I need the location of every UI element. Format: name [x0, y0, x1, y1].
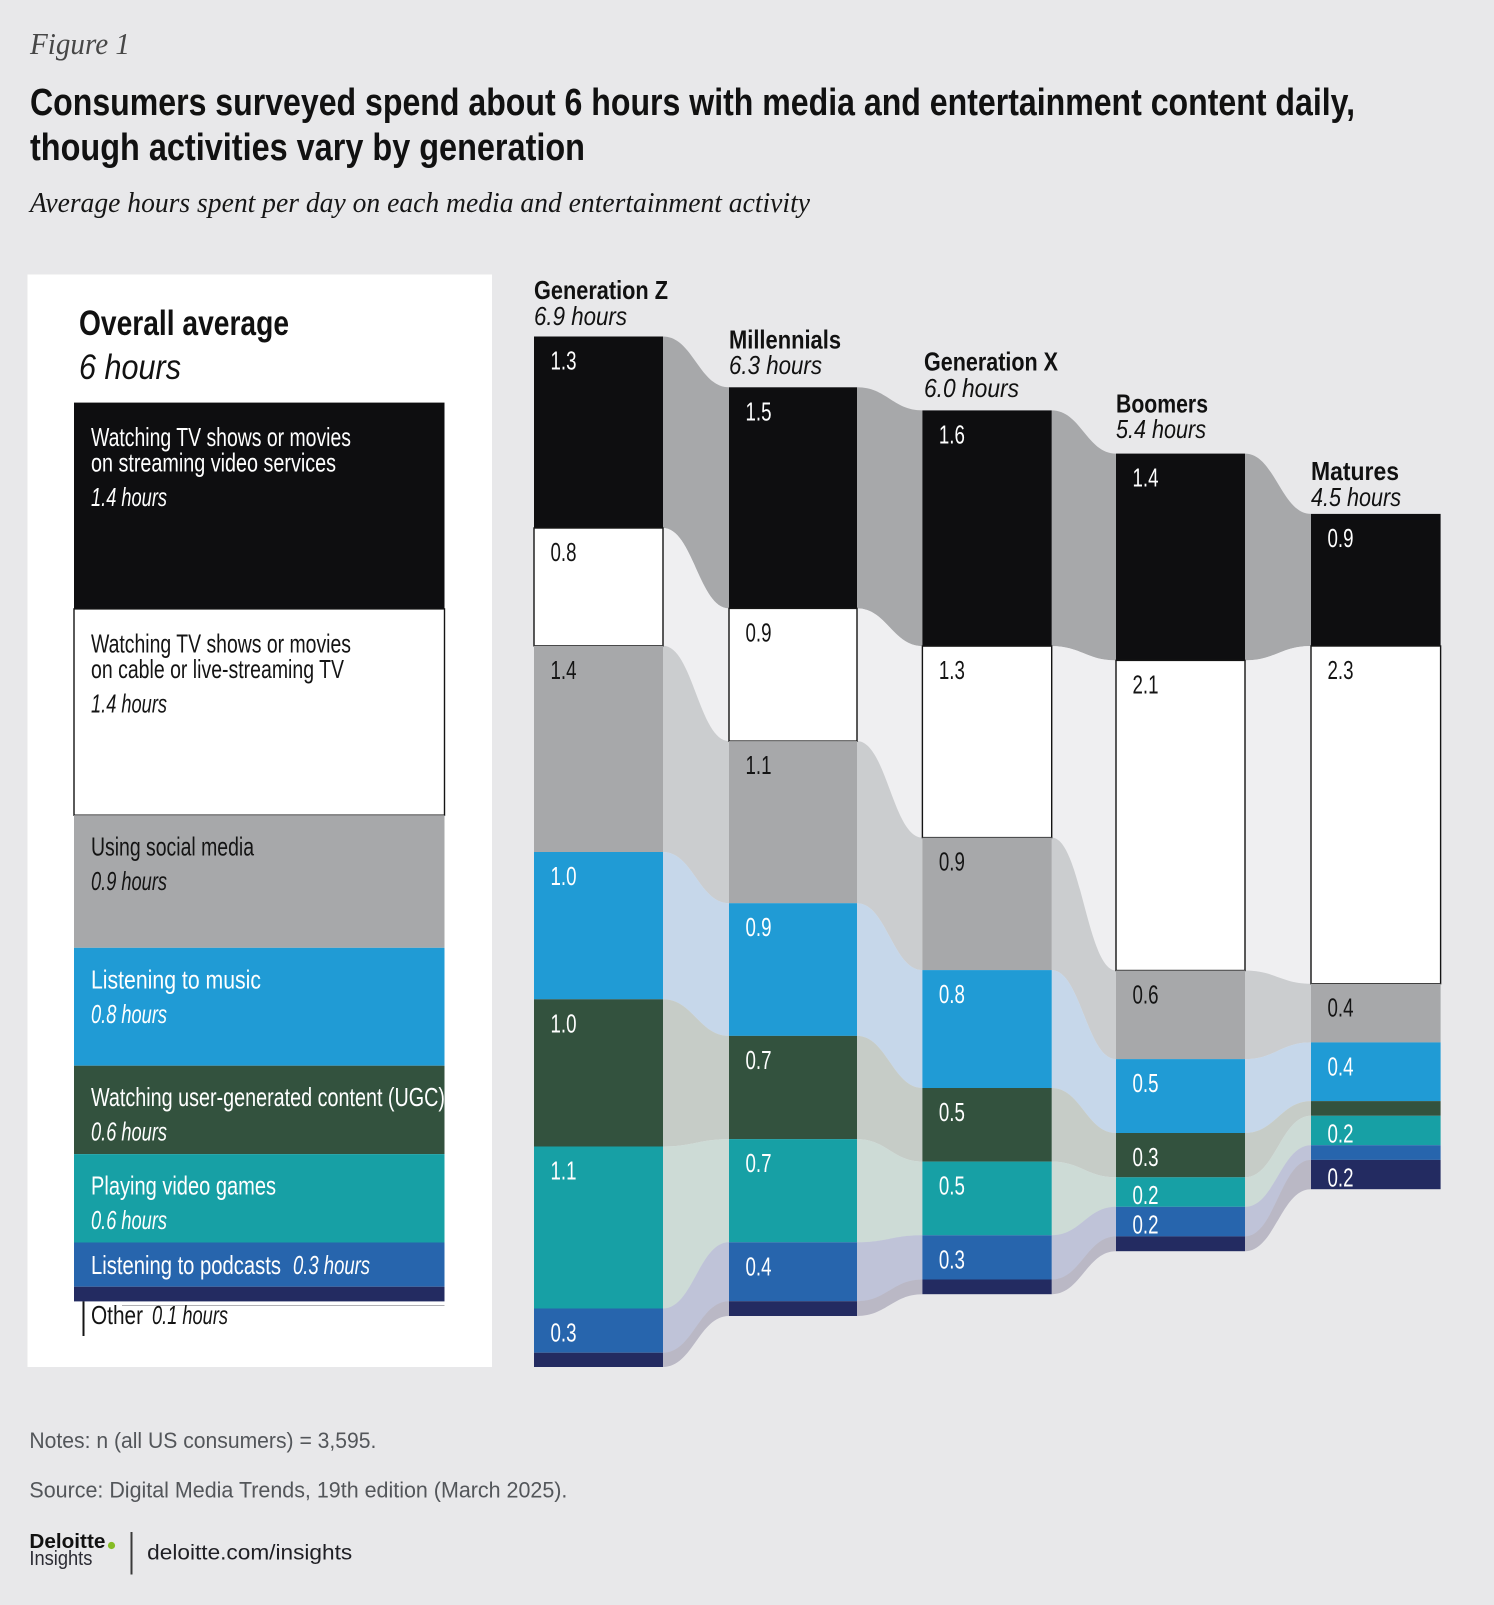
svg-text:Overall average: Overall average — [79, 304, 289, 343]
svg-text:0.2: 0.2 — [1133, 1180, 1159, 1210]
svg-text:0.3: 0.3 — [551, 1318, 577, 1348]
svg-text:Source: Digital Media Trends,: Source: Digital Media Trends, 19th editi… — [29, 1478, 567, 1503]
svg-text:1.4: 1.4 — [551, 655, 577, 685]
svg-text:0.5: 0.5 — [1133, 1068, 1159, 1098]
svg-text:0.2: 0.2 — [1133, 1210, 1159, 1240]
svg-text:0.2: 0.2 — [1328, 1163, 1354, 1193]
svg-text:0.9: 0.9 — [746, 912, 772, 942]
svg-text:0.5: 0.5 — [939, 1171, 965, 1201]
svg-text:2.3: 2.3 — [1328, 655, 1354, 685]
svg-text:0.3: 0.3 — [1133, 1142, 1159, 1172]
svg-text:1.0: 1.0 — [551, 1008, 577, 1038]
svg-text:Figure 1: Figure 1 — [29, 26, 130, 61]
svg-text:1.1: 1.1 — [746, 750, 772, 780]
svg-text:1.1: 1.1 — [551, 1156, 577, 1186]
svg-text:0.4: 0.4 — [746, 1251, 772, 1281]
svg-text:Listening to podcasts: Listening to podcasts — [91, 1250, 281, 1280]
svg-text:Other: Other — [91, 1300, 143, 1330]
svg-text:0.6: 0.6 — [1133, 980, 1159, 1010]
svg-text:1.5: 1.5 — [746, 396, 772, 426]
svg-text:Listening to music: Listening to music — [91, 964, 261, 994]
svg-text:6.0 hours: 6.0 hours — [924, 373, 1019, 403]
svg-text:Generation Z: Generation Z — [534, 275, 668, 305]
svg-text:on streaming video services: on streaming video services — [91, 448, 336, 478]
svg-text:Average hours spent per day on: Average hours spent per day on each medi… — [28, 187, 810, 219]
svg-text:Millennials: Millennials — [729, 325, 841, 355]
svg-text:Watching user-generated conten: Watching user-generated content (UGC) — [91, 1082, 445, 1112]
svg-text:0.3 hours: 0.3 hours — [293, 1250, 370, 1280]
svg-text:0.3: 0.3 — [939, 1244, 965, 1274]
svg-text:1.3: 1.3 — [551, 346, 577, 376]
svg-text:Notes: n (all US consumers) =: Notes: n (all US consumers) = 3,595. — [29, 1428, 376, 1453]
svg-text:Boomers: Boomers — [1116, 389, 1208, 419]
svg-text:6.9 hours: 6.9 hours — [534, 301, 627, 331]
svg-text:Matures: Matures — [1311, 456, 1399, 486]
svg-text:0.9: 0.9 — [746, 617, 772, 647]
svg-text:though activities vary by gene: though activities vary by generation — [30, 127, 585, 169]
svg-text:4.5 hours: 4.5 hours — [1311, 482, 1401, 512]
svg-text:0.5: 0.5 — [939, 1097, 965, 1127]
svg-text:1.4 hours: 1.4 hours — [91, 482, 167, 512]
svg-text:0.8 hours: 0.8 hours — [91, 999, 167, 1029]
svg-text:0.9: 0.9 — [939, 847, 965, 877]
svg-text:Generation X: Generation X — [924, 347, 1059, 377]
svg-text:1.6: 1.6 — [939, 419, 965, 449]
svg-text:0.4: 0.4 — [1328, 993, 1354, 1023]
svg-text:0.8: 0.8 — [939, 979, 965, 1009]
svg-text:6 hours: 6 hours — [79, 348, 181, 387]
svg-text:1.4 hours: 1.4 hours — [91, 688, 167, 718]
svg-text:0.8: 0.8 — [551, 537, 577, 567]
svg-text:0.6 hours: 0.6 hours — [91, 1117, 167, 1147]
svg-text:Insights: Insights — [29, 1548, 92, 1570]
svg-text:Watching TV shows or movies: Watching TV shows or movies — [91, 422, 351, 452]
svg-text:0.9 hours: 0.9 hours — [91, 866, 167, 896]
svg-text:6.3 hours: 6.3 hours — [729, 350, 822, 380]
svg-text:Consumers surveyed spend about: Consumers surveyed spend about 6 hours w… — [30, 82, 1355, 124]
svg-text:1.0: 1.0 — [551, 861, 577, 891]
svg-text:0.6 hours: 0.6 hours — [91, 1205, 167, 1235]
svg-text:2.1: 2.1 — [1133, 669, 1159, 699]
svg-text:Watching TV shows or movies: Watching TV shows or movies — [91, 628, 351, 658]
svg-text:1.3: 1.3 — [939, 655, 965, 685]
svg-text:0.2: 0.2 — [1328, 1119, 1354, 1149]
svg-text:0.9: 0.9 — [1328, 523, 1354, 553]
svg-text:0.1 hours: 0.1 hours — [152, 1300, 228, 1330]
svg-text:5.4 hours: 5.4 hours — [1116, 414, 1206, 444]
svg-text:0.4: 0.4 — [1328, 1051, 1354, 1081]
svg-text:Deloitte: Deloitte — [29, 1531, 105, 1553]
svg-text:on cable or live-streaming TV: on cable or live-streaming TV — [91, 654, 344, 684]
svg-text:Using social media: Using social media — [91, 832, 254, 862]
svg-text:0.7: 0.7 — [746, 1045, 772, 1075]
svg-text:deloitte.com/insights: deloitte.com/insights — [147, 1542, 352, 1565]
svg-text:0.7: 0.7 — [746, 1148, 772, 1178]
svg-text:Playing video games: Playing video games — [91, 1171, 276, 1201]
svg-text:1.4: 1.4 — [1133, 463, 1159, 493]
